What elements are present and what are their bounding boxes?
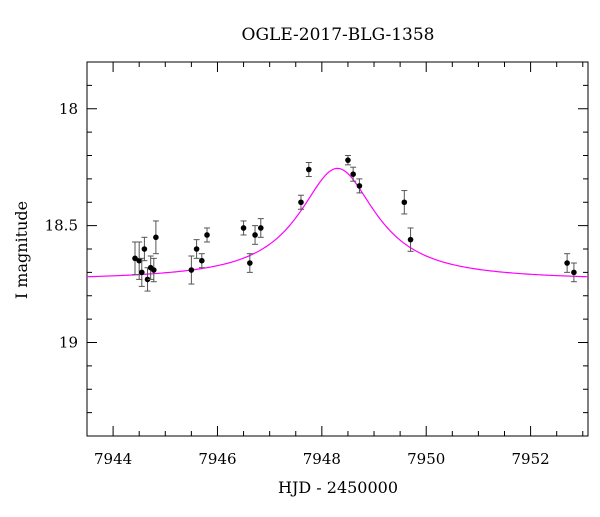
x-axis-label: HJD - 2450000	[278, 478, 398, 497]
x-tick-label: 7944	[94, 450, 132, 468]
model-curve	[86, 167, 589, 278]
axis-ticks	[86, 61, 588, 437]
data-point	[138, 257, 145, 287]
data-marker	[141, 246, 148, 252]
y-tick-label: 18.5	[45, 217, 78, 235]
data-marker	[345, 157, 351, 163]
data-marker	[151, 267, 157, 273]
data-marker	[138, 269, 145, 276]
data-marker	[571, 269, 577, 276]
y-tick-label: 19	[59, 334, 78, 352]
data-marker	[132, 255, 138, 262]
data-point	[297, 194, 304, 210]
data-point	[204, 227, 211, 243]
data-point	[198, 253, 205, 269]
data-marker	[144, 276, 151, 283]
data-marker	[199, 257, 205, 264]
data-point	[356, 178, 363, 194]
y-axis-label: I magnitude	[12, 201, 31, 299]
plot-frame	[86, 61, 589, 437]
axis-tick-labels: 7944 7946 7948 7950 7952 18 18.5 19	[45, 100, 550, 468]
x-tick-label: 7948	[303, 450, 341, 468]
data-marker	[407, 236, 414, 243]
data-point	[152, 220, 159, 255]
data-point	[240, 220, 247, 236]
data-marker	[136, 257, 142, 264]
chart-title: OGLE-2017-BLG-1358	[242, 25, 435, 45]
data-point	[564, 253, 571, 273]
data-marker	[204, 232, 210, 238]
data-point	[141, 236, 148, 262]
data-marker	[247, 260, 253, 266]
data-marker	[564, 260, 570, 266]
data-marker	[401, 199, 408, 206]
model-curve-group	[86, 167, 589, 278]
data-marker	[350, 171, 356, 177]
data-point	[350, 166, 357, 182]
y-tick-label: 18	[59, 100, 78, 118]
plot-frame-rect	[86, 61, 589, 437]
data-points-group	[132, 155, 577, 292]
data-marker	[240, 225, 247, 231]
data-marker	[193, 246, 200, 252]
data-marker	[257, 225, 264, 231]
data-point	[401, 190, 408, 215]
data-point	[407, 227, 414, 252]
data-point	[144, 267, 151, 292]
data-marker	[298, 199, 304, 206]
data-point	[257, 218, 264, 238]
x-tick-label: 7946	[198, 450, 236, 468]
data-point	[132, 241, 139, 276]
data-point	[193, 239, 200, 259]
data-point	[344, 155, 351, 166]
data-point	[150, 257, 157, 283]
data-marker	[356, 183, 363, 189]
data-point	[305, 162, 312, 178]
x-tick-label: 7952	[512, 450, 550, 468]
data-marker	[305, 166, 312, 173]
data-point	[570, 262, 577, 283]
data-point	[246, 253, 253, 273]
data-marker	[153, 234, 159, 241]
data-marker	[188, 267, 195, 273]
data-point	[252, 225, 259, 245]
x-tick-label: 7950	[407, 450, 445, 468]
data-point	[188, 255, 195, 285]
data-marker	[252, 232, 258, 238]
